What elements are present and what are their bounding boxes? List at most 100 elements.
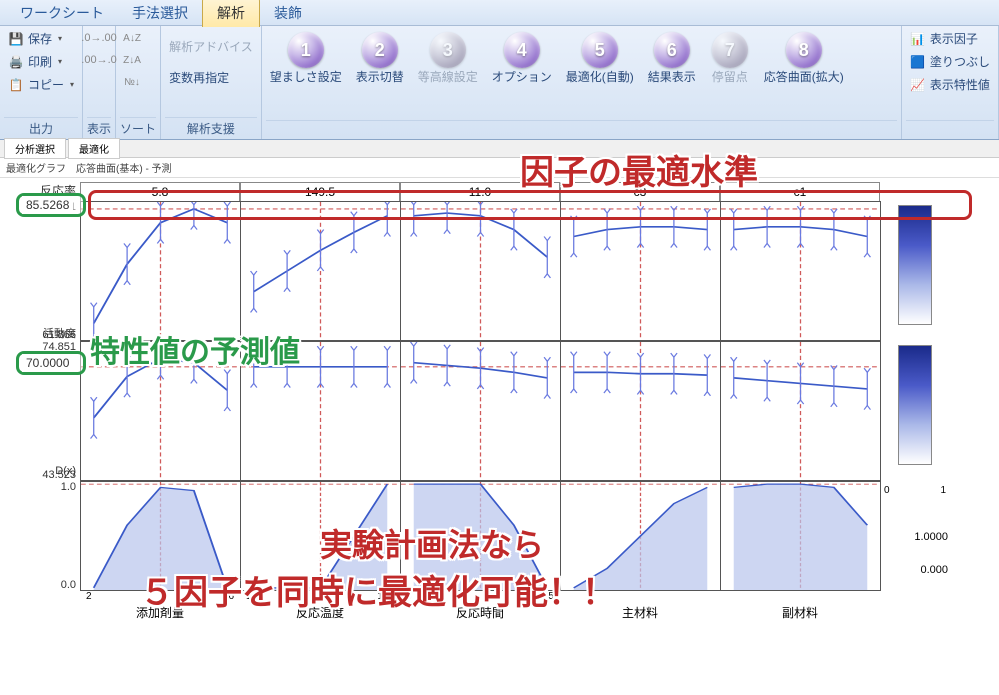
group-label-sort: ソート: [120, 117, 156, 139]
fill-icon: 🟦: [910, 54, 926, 70]
factor-header-2: 11.0: [400, 182, 560, 201]
group-label-viewopt: [906, 120, 994, 139]
subtab-1[interactable]: 分析選択: [4, 138, 66, 159]
sub-tabs: 分析選択 最適化: [0, 140, 999, 158]
sort-asc-button[interactable]: A↓Z: [120, 28, 144, 48]
show-factor-button[interactable]: 📊 表示因子: [906, 28, 994, 49]
print-button[interactable]: 🖨️ 印刷 ▾: [4, 51, 78, 72]
chevron-down-icon: ▾: [58, 57, 62, 66]
step-5-icon: 5: [582, 32, 618, 68]
step-2-button[interactable]: 2表示切替: [352, 28, 408, 85]
show-factor-label: 表示因子: [930, 30, 978, 47]
tab-method[interactable]: 手法選択: [118, 0, 202, 27]
step-7-icon: 7: [712, 32, 748, 68]
group-label-output: 出力: [4, 117, 78, 139]
chevron-down-icon: ▾: [58, 34, 62, 43]
panel-path: 最適化グラフ 応答曲面(基本) - 予測: [0, 158, 999, 178]
step-3-label: 等高線設定: [418, 68, 478, 85]
step-8-icon: 8: [786, 32, 822, 68]
menu-tabs: ワークシート 手法選択 解析 装飾: [0, 0, 999, 26]
subplot-r1-f3[interactable]: [560, 341, 721, 481]
subplot-r2-f3[interactable]: [560, 481, 721, 591]
yaxis-col-2: 1.00.0D(x): [8, 481, 80, 591]
xlabel-2: 反応時間: [400, 602, 560, 623]
step-2-label: 表示切替: [356, 68, 404, 85]
copy-button[interactable]: 📋 コピー ▾: [4, 74, 78, 95]
decimal-inc-button[interactable]: .0→.00: [87, 28, 111, 48]
decimal-dec-button[interactable]: .00→.0: [87, 50, 111, 70]
step-3-button[interactable]: 3等高線設定: [414, 28, 482, 85]
advice-button[interactable]: 解析アドバイス: [165, 36, 257, 57]
subplot-r1-f4[interactable]: [720, 341, 881, 481]
step-3-icon: 3: [430, 32, 466, 68]
tab-worksheet[interactable]: ワークシート: [6, 0, 118, 27]
subplot-r2-f1[interactable]: [240, 481, 401, 591]
xticks-1: 100150: [240, 591, 400, 602]
step-5-button[interactable]: 5最適化(自動): [562, 28, 638, 85]
fill-button[interactable]: 🟦 塗りつぶし: [906, 51, 994, 72]
ribbon-group-steps: 1望ましさ設定 2表示切替 3等高線設定 4オプション 5最適化(自動) 6結果…: [262, 26, 902, 139]
step-7-button[interactable]: 7停留点: [706, 28, 754, 85]
subplot-r0-f1[interactable]: [240, 201, 401, 341]
step-6-label: 結果表示: [648, 68, 696, 85]
predicted-value-1: 70.0000: [22, 354, 73, 372]
subplot-r1-f2[interactable]: [400, 341, 561, 481]
chevron-down-icon: ▾: [70, 80, 74, 89]
show-charval-button[interactable]: 📈 表示特性値: [906, 74, 994, 95]
gradient-legend-2: 011.00000.000: [880, 481, 950, 591]
xlabel-1: 反応温度: [240, 602, 400, 623]
step-1-label: 望ましさ設定: [270, 68, 342, 85]
ribbon-group-output: 💾 保存 ▾ 🖨️ 印刷 ▾ 📋 コピー ▾ 出力: [0, 26, 83, 139]
tab-decoration[interactable]: 装飾: [260, 0, 316, 27]
factor-header-0: 5.8: [80, 182, 240, 201]
xlabel-3: 主材料: [560, 602, 720, 623]
step-1-icon: 1: [288, 32, 324, 68]
show-charval-label: 表示特性値: [930, 76, 990, 93]
xlabel-4: 副材料: [720, 602, 880, 623]
tab-analysis[interactable]: 解析: [202, 0, 260, 27]
xticks-2: 515: [400, 591, 560, 602]
decimal-dec-icon: .00→.0: [91, 52, 107, 68]
subplot-r1-f1[interactable]: [240, 341, 401, 481]
ribbon-group-support: 解析アドバイス 変数再指定 解析支援: [161, 26, 262, 139]
step-4-button[interactable]: 4オプション: [488, 28, 556, 85]
sort-desc-icon: Z↓A: [124, 52, 140, 68]
step-5-label: 最適化(自動): [566, 68, 634, 85]
print-label: 印刷: [28, 53, 52, 70]
subplot-r2-f4[interactable]: [720, 481, 881, 591]
step-4-label: オプション: [492, 68, 552, 85]
sort-num-button[interactable]: №↓: [120, 72, 144, 92]
subplot-r1-f0[interactable]: [80, 341, 241, 481]
response-name-1: 活動度: [43, 325, 76, 341]
subplot-r0-f2[interactable]: [400, 201, 561, 341]
subplot-r0-f4[interactable]: [720, 201, 881, 341]
step-8-label: 応答曲面(拡大): [764, 68, 844, 85]
factor-icon: 📊: [910, 31, 926, 47]
subplot-r2-f0[interactable]: [80, 481, 241, 591]
copy-icon: 📋: [8, 77, 24, 93]
step-7-label: 停留点: [712, 68, 748, 85]
subplot-r0-f3[interactable]: [560, 201, 721, 341]
predicted-value-0: 85.5268: [22, 196, 73, 214]
factor-header-1: 149.5: [240, 182, 400, 201]
subtab-2[interactable]: 最適化: [68, 138, 120, 159]
xticks-3: [560, 591, 720, 602]
step-8-button[interactable]: 8応答曲面(拡大): [760, 28, 848, 85]
print-icon: 🖨️: [8, 54, 24, 70]
chart-area: 反応率5.8149.511.0c3c185.15161.86674.85143.…: [0, 178, 999, 627]
subplot-r2-f2[interactable]: [400, 481, 561, 591]
copy-label: コピー: [28, 76, 64, 93]
step-1-button[interactable]: 1望ましさ設定: [266, 28, 346, 85]
respec-button[interactable]: 変数再指定: [165, 59, 257, 88]
xticks-0: 26: [80, 591, 240, 602]
step-2-icon: 2: [362, 32, 398, 68]
sort-desc-button[interactable]: Z↓A: [120, 50, 144, 70]
ribbon-group-sort: A↓Z Z↓A №↓ ソート: [116, 26, 161, 139]
fill-label: 塗りつぶし: [930, 53, 990, 70]
factor-header-4: c1: [720, 182, 880, 201]
step-4-icon: 4: [504, 32, 540, 68]
sort-num-icon: №↓: [124, 74, 140, 90]
subplot-r0-f0[interactable]: [80, 201, 241, 341]
save-button[interactable]: 💾 保存 ▾: [4, 28, 78, 49]
step-6-button[interactable]: 6結果表示: [644, 28, 700, 85]
